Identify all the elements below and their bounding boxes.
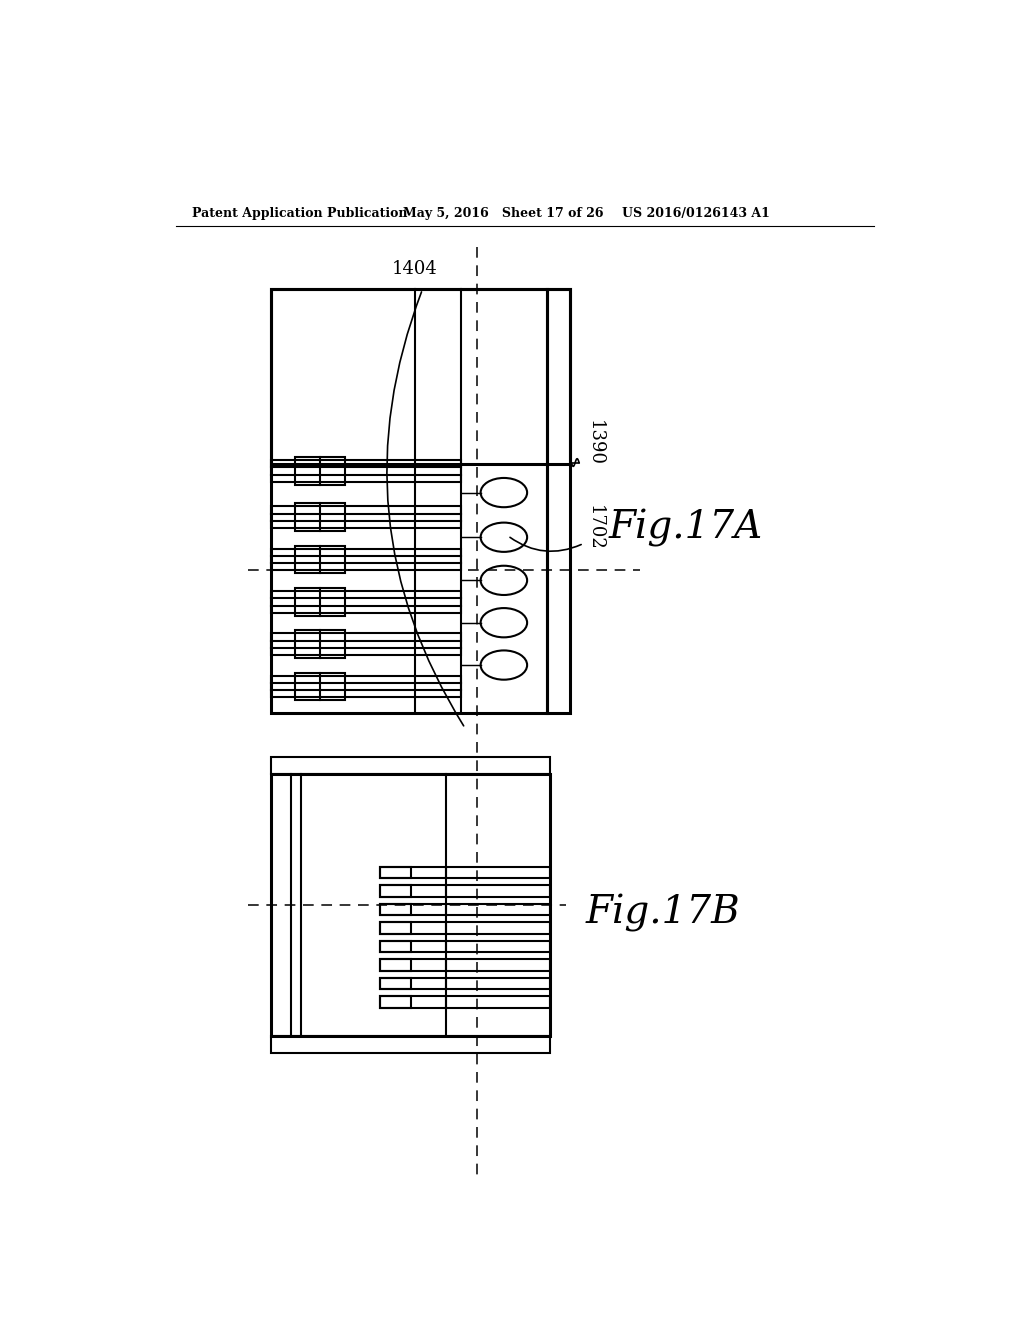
Text: 1390: 1390 [586,420,603,466]
Text: Patent Application Publication: Patent Application Publication [191,207,408,220]
Text: US 2016/0126143 A1: US 2016/0126143 A1 [623,207,770,220]
Bar [380,886,550,896]
Bar [271,549,461,570]
Bar [380,923,411,933]
Bar [380,997,550,1007]
Bar [271,507,461,528]
Text: 1404: 1404 [392,260,437,277]
Text: Fig.17B: Fig.17B [586,894,740,932]
Bar [271,1036,550,1053]
Bar [547,289,569,713]
Text: Fig.17A: Fig.17A [608,510,763,546]
Bar [380,867,411,878]
Bar [295,673,345,701]
Bar [380,978,411,989]
Bar [271,775,550,1036]
Bar [295,545,345,573]
Bar [380,904,550,915]
Bar [295,589,345,615]
Bar [380,941,411,952]
Bar [271,591,461,612]
Bar [271,634,461,655]
Bar [380,886,411,896]
Text: May 5, 2016   Sheet 17 of 26: May 5, 2016 Sheet 17 of 26 [403,207,603,220]
Bar [380,923,550,933]
Text: 1702: 1702 [586,506,603,550]
Bar [271,676,461,697]
Bar [295,503,345,531]
Bar [295,457,345,484]
Bar [380,904,411,915]
Bar [271,461,461,482]
Bar [295,631,345,659]
Bar [380,978,550,989]
Bar [380,960,550,970]
Bar [380,941,550,952]
Bar [380,960,411,970]
Bar [271,289,547,713]
Bar [380,867,550,878]
Bar [271,289,569,465]
Bar [380,997,411,1007]
Bar [271,758,550,775]
